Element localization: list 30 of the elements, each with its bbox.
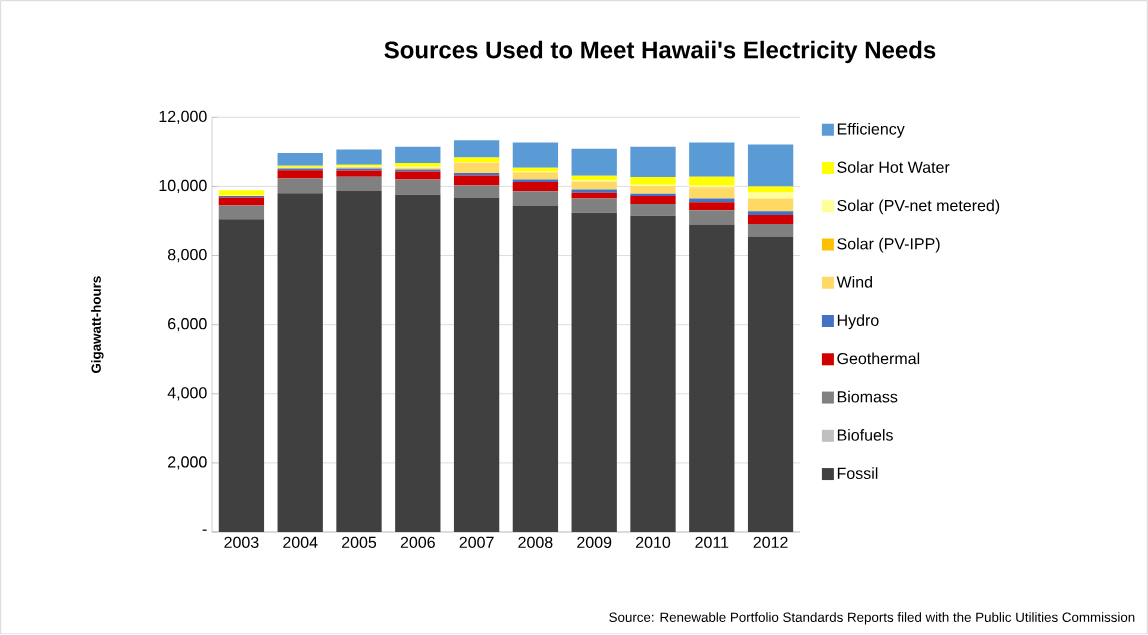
- legend-label: Fossil: [837, 467, 878, 480]
- x-tick-label: 2004: [283, 536, 318, 549]
- y-tick-label: 4,000: [167, 387, 207, 401]
- y-axis-title: Gigawatt-hours: [91, 276, 104, 374]
- x-tick-label: 2006: [400, 536, 435, 549]
- legend-label: Biofuels: [837, 429, 893, 441]
- source-note: Source: Renewable Portfolio Standards Reports filed with the Public Utilities Commission: [609, 612, 1135, 625]
- x-tick-label: 2010: [636, 536, 671, 549]
- y-tick-label: -: [202, 529, 207, 531]
- y-tick-label: 8,000: [167, 249, 207, 263]
- y-tick-label: 12,000: [159, 110, 207, 125]
- x-tick-label: 2011: [695, 536, 729, 549]
- legend-label: Efficiency: [837, 123, 905, 139]
- x-tick-label: 2003: [224, 536, 259, 549]
- legend-label: Wind: [836, 276, 872, 288]
- legend-label: Hydro: [837, 314, 879, 330]
- x-tick-label: 2007: [459, 536, 494, 549]
- y-tick-label: 6,000: [168, 318, 207, 332]
- legend-label: Biomass: [837, 390, 898, 403]
- x-tick-label: 2008: [518, 536, 553, 549]
- legend-label: Solar Hot Water: [837, 161, 950, 174]
- legend-label: Solar (PV-IPP): [837, 237, 940, 253]
- x-tick-label: 2012: [753, 536, 788, 549]
- y-tick-label: 10,000: [159, 180, 207, 194]
- y-tick-label: 2,000: [168, 456, 207, 470]
- x-tick-label: 2005: [342, 536, 377, 549]
- chart-title: Sources Used to Meet Hawaii's Electricity Needs: [384, 40, 936, 64]
- x-tick-label: 2009: [577, 536, 612, 549]
- legend-label: Geothermal: [837, 352, 920, 365]
- legend-label: Solar (PV-net metered): [837, 199, 1000, 215]
